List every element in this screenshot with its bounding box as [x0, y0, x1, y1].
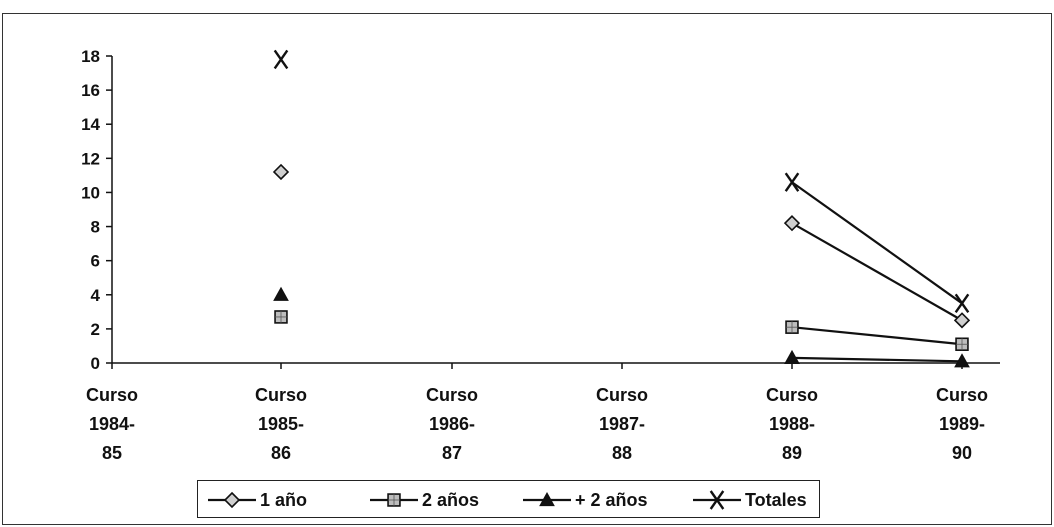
legend: 1 año 2 años + 2 años Totales — [197, 480, 820, 518]
y-tick-label: 8 — [91, 218, 100, 237]
legend-label: 2 años — [422, 490, 479, 510]
legend-marker-square — [387, 493, 401, 507]
series-lines — [791, 181, 963, 363]
x-tick-label: 1986- — [429, 414, 475, 434]
data-point-totales — [954, 293, 970, 313]
legend-entry-mas-2-anos: + 2 años — [523, 490, 648, 510]
data-point-mas-2-anos — [954, 353, 970, 368]
data-point-1-ano — [272, 163, 290, 181]
legend-marker-x — [709, 490, 725, 510]
y-tick-label: 16 — [81, 81, 100, 100]
x-tick-label: 86 — [271, 443, 291, 463]
data-point-mas-2-anos — [273, 286, 289, 301]
x-tick-label: 1984- — [89, 414, 135, 434]
series-line-2-anos — [791, 326, 963, 346]
data-point-mas-2-anos — [784, 349, 800, 364]
x-tick-label: Curso — [766, 385, 818, 405]
x-tick-label: Curso — [936, 385, 988, 405]
data-point-2-anos — [785, 320, 799, 334]
data-point-1-ano — [783, 215, 801, 232]
y-tick-label: 12 — [81, 149, 100, 168]
x-tick-label: 90 — [952, 443, 972, 463]
y-tick-label: 2 — [91, 320, 100, 339]
x-tick-label: 1985- — [258, 414, 304, 434]
legend-label: Totales — [745, 490, 807, 510]
data-point-1-ano — [953, 312, 971, 329]
chart-frame — [2, 13, 1052, 525]
legend-label: + 2 años — [575, 490, 648, 510]
x-tick-label: 85 — [102, 443, 122, 463]
legend-entry-totales: Totales — [693, 490, 807, 510]
x-tick-label: Curso — [426, 385, 478, 405]
y-tick-label: 14 — [81, 115, 100, 134]
y-tick-label: 6 — [91, 252, 100, 271]
legend-entry-1-ano: 1 año — [208, 490, 307, 510]
legend-marker-triangle — [539, 491, 555, 507]
x-tick-label: 88 — [612, 443, 632, 463]
data-point-2-anos — [955, 337, 969, 351]
x-tick-label: Curso — [255, 385, 307, 405]
x-tick-label: 87 — [442, 443, 462, 463]
data-point-totales — [784, 172, 800, 192]
series-markers — [272, 49, 971, 368]
y-tick-label: 10 — [81, 183, 100, 202]
data-point-2-anos — [274, 310, 288, 324]
x-tick-label: 89 — [782, 443, 802, 463]
x-tick-label: 1988- — [769, 414, 815, 434]
axes: 0 2 4 6 8 10 12 14 16 18 Curso 1984- 85 Curso 1985- 86 C… — [81, 47, 1000, 463]
x-tick-label: Curso — [596, 385, 648, 405]
data-point-totales — [273, 49, 289, 70]
series-line-1-ano — [791, 222, 963, 322]
legend-marker-diamond — [223, 491, 241, 509]
series-line-totales — [791, 181, 963, 305]
x-tick-label: 1987- — [599, 414, 645, 434]
x-tick-label: Curso — [86, 385, 138, 405]
legend-entry-2-anos: 2 años — [370, 490, 479, 510]
x-tick-label: 1989- — [939, 414, 985, 434]
series-line-mas-2-anos — [791, 356, 963, 363]
y-tick-label: 18 — [81, 47, 100, 66]
legend-label: 1 año — [260, 490, 307, 510]
y-tick-label: 0 — [91, 354, 100, 373]
y-tick-label: 4 — [91, 286, 101, 305]
